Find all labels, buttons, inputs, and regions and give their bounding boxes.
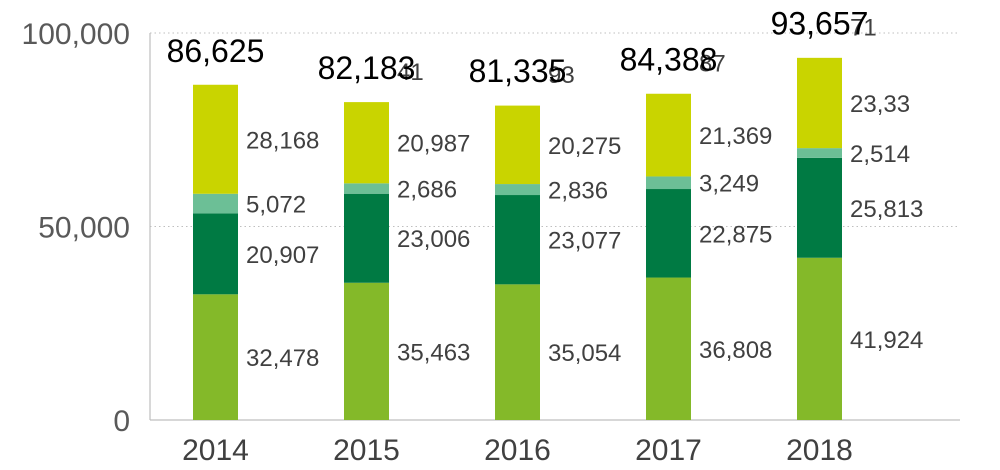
bar-segment bbox=[495, 105, 540, 185]
total-value-label: 82,183 bbox=[318, 50, 416, 86]
segment-value-label: 41 bbox=[397, 59, 424, 86]
y-tick-label: 50,000 bbox=[38, 212, 130, 245]
bar-segment bbox=[344, 193, 389, 283]
segment-value-label: 20,987 bbox=[397, 131, 470, 158]
bar-segment bbox=[646, 277, 691, 420]
y-tick-label: 0 bbox=[113, 405, 130, 438]
segment-value-label: 71 bbox=[850, 15, 877, 42]
bar-segment bbox=[646, 176, 691, 190]
total-value-label: 86,625 bbox=[167, 33, 265, 69]
segment-value-label: 2,514 bbox=[850, 141, 910, 168]
bar-segment bbox=[344, 102, 389, 184]
segment-value-label: 22,875 bbox=[699, 221, 772, 248]
segment-value-label: 20,275 bbox=[548, 133, 621, 160]
bar-segment bbox=[193, 294, 238, 420]
segment-value-label: 21,369 bbox=[699, 123, 772, 150]
x-tick-label: 2014 bbox=[182, 434, 249, 467]
bar-segment bbox=[193, 193, 238, 214]
x-tick-label: 2016 bbox=[484, 434, 551, 467]
segment-value-label: 35,054 bbox=[548, 340, 621, 367]
total-value-label: 84,388 bbox=[620, 41, 718, 77]
bar-segment bbox=[797, 148, 842, 158]
segment-value-label: 41,924 bbox=[850, 327, 923, 354]
bar-segment bbox=[797, 257, 842, 420]
segment-value-label: 28,168 bbox=[246, 127, 319, 154]
segment-value-label: 20,907 bbox=[246, 242, 319, 269]
segment-value-label: 23,077 bbox=[548, 228, 621, 255]
bar-segment bbox=[193, 213, 238, 295]
bar-segment bbox=[646, 93, 691, 177]
total-value-label: 93,657 bbox=[771, 6, 869, 42]
segment-value-label: 23,006 bbox=[397, 226, 470, 253]
x-tick-label: 2017 bbox=[635, 434, 702, 467]
segment-value-label: 93 bbox=[548, 62, 575, 89]
bar-segment bbox=[344, 282, 389, 420]
x-tick-label: 2015 bbox=[333, 434, 400, 467]
bar-segment bbox=[495, 284, 540, 420]
segment-value-label: 87 bbox=[699, 50, 726, 77]
bar-segment bbox=[797, 157, 842, 258]
bar-segment bbox=[646, 189, 691, 278]
x-tick-label: 2018 bbox=[786, 434, 853, 467]
segment-value-label: 3,249 bbox=[699, 171, 759, 198]
segment-value-label: 2,686 bbox=[397, 177, 457, 204]
bar-segment bbox=[797, 57, 842, 149]
segment-value-label: 23,33 bbox=[850, 91, 910, 118]
y-tick-label: 100,000 bbox=[22, 18, 130, 51]
bar-segment bbox=[193, 84, 238, 194]
segment-value-label: 32,478 bbox=[246, 345, 319, 372]
total-value-label: 81,335 bbox=[469, 53, 567, 89]
bar-segment bbox=[495, 184, 540, 196]
segment-value-label: 25,813 bbox=[850, 196, 923, 223]
bar-segment bbox=[344, 183, 389, 194]
segment-value-label: 2,836 bbox=[548, 178, 608, 205]
segment-value-label: 35,463 bbox=[397, 339, 470, 366]
segment-value-label: 5,072 bbox=[246, 192, 306, 219]
segment-value-label: 36,808 bbox=[699, 337, 772, 364]
bar-segment bbox=[495, 195, 540, 285]
